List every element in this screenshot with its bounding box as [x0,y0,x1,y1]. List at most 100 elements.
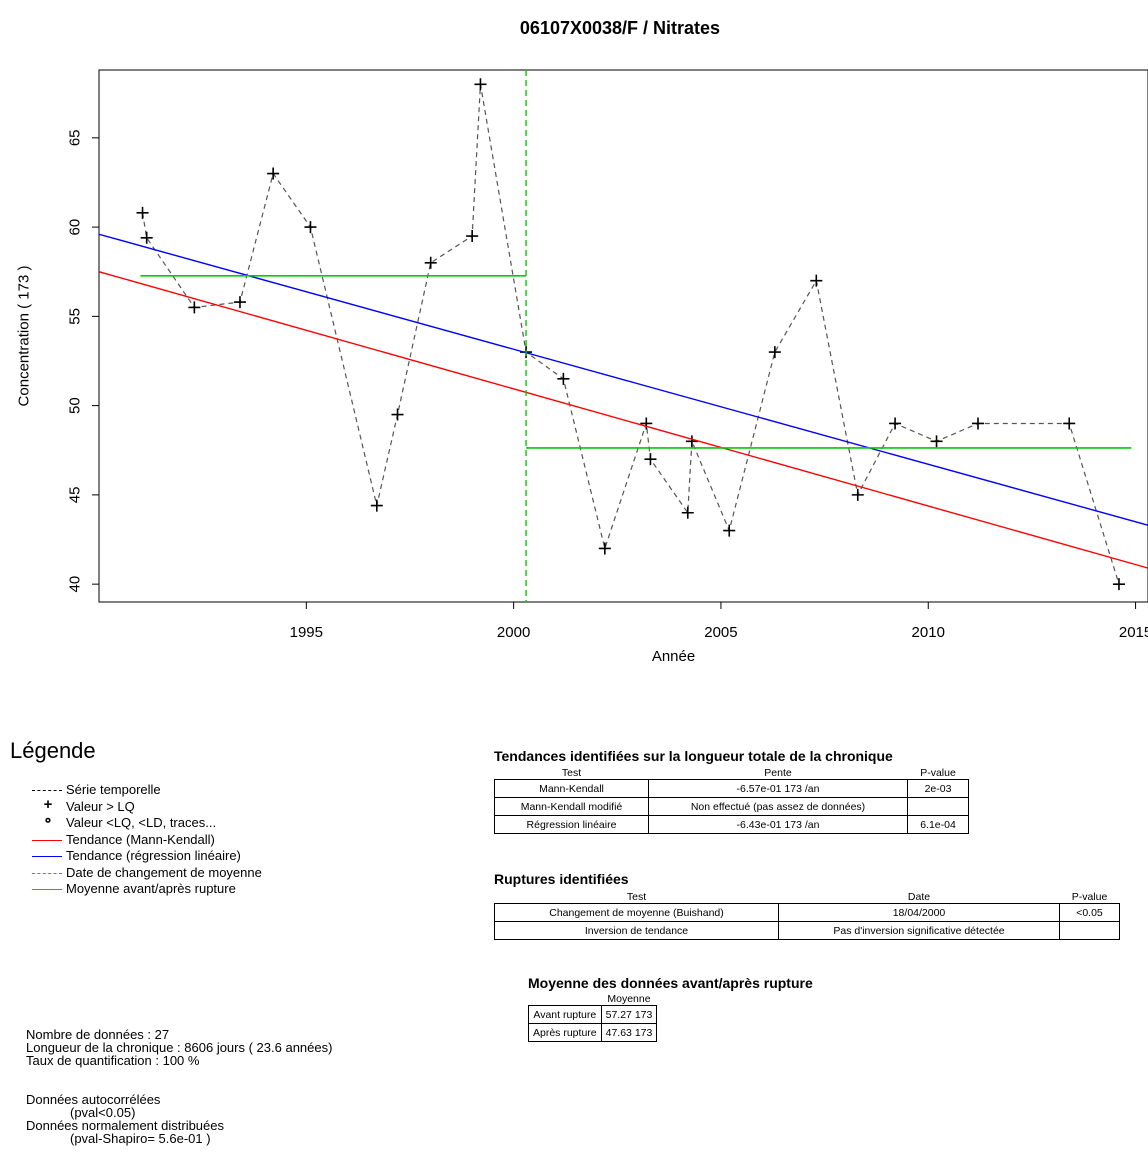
stat-autocorrelation-pval: (pval<0.05) [70,1105,136,1120]
data-point [810,274,823,287]
x-axis-label: Année [652,648,695,665]
data-point [391,408,404,421]
ruptures-header-pvalue: P-value [1071,890,1108,903]
legend-label: Moyenne avant/après rupture [66,881,236,896]
ruptures-cell: Inversion de tendance [494,921,779,940]
data-point [466,230,479,243]
data-point [267,167,280,180]
data-point [723,524,736,537]
legend-item: Tendance (régression linéaire) [30,848,262,865]
stat-autocorrelation: Données autocorrélées [26,1092,161,1107]
trends-cell: Mann-Kendall [494,779,649,798]
data-point [424,256,437,269]
legend-label: Tendance (régression linéaire) [66,848,241,863]
data-point [233,296,246,309]
means-title: Moyenne des données avant/après rupture [528,975,813,991]
data-point [304,221,317,234]
x-tick-label: 1995 [290,624,323,641]
chart-title: 06107X0038/F / Nitrates [519,18,721,38]
trends-header-pvalue: P-value [920,766,956,779]
legend-label: Série temporelle [66,782,161,797]
trends-header-test: Test [561,766,582,779]
data-point [889,417,902,430]
time-series-line [141,84,1120,585]
data-point [1063,417,1076,430]
y-tick-label: 40 [67,576,84,593]
legend-item: ∘ Valeur <LQ, <LD, traces... [30,813,262,832]
trends-cell: 2e-03 [907,779,969,798]
legend-label: Tendance (Mann-Kendall) [66,831,215,847]
data-point [685,435,698,448]
legend-label: Valeur > LQ [66,798,135,814]
data-point [768,346,781,359]
data-point [188,301,201,314]
mann-kendall-trend-line [99,271,1148,569]
x-tick-label: 2010 [912,624,945,641]
y-tick-label: 65 [67,129,84,146]
legend-item: Date de changement de moyenne [30,865,262,882]
legend-symbol [30,832,66,848]
legend-symbol [30,865,66,881]
y-axis-label: Concentration ( 173 ) [16,266,33,407]
means-header-mean: Moyenne [607,992,651,1005]
trends-cell [907,797,969,816]
data-point [474,78,487,91]
data-point [370,499,383,512]
ruptures-cell [1059,921,1120,940]
data-point [140,231,153,244]
trends-title: Tendances identifiées sur la longueur to… [494,748,893,764]
legend-title: Légende [10,738,96,763]
legend: Série temporelle + Valeur > LQ ∘ Valeur <LQ,… [30,782,262,898]
stat-quantification: Taux de quantification : 100 % [26,1053,200,1068]
ruptures-cell: Pas d'inversion significative détectée [778,921,1060,940]
means-cell: Après rupture [528,1023,602,1042]
data-point [930,435,943,448]
x-tick-label: 2000 [497,624,530,641]
ruptures-header-date: Date [907,890,931,903]
x-tick-label: 2015 [1119,624,1148,641]
x-tick-label: 2005 [704,624,737,641]
plot-frame [98,69,1148,603]
trends-cell: -6.43e-01 173 /an [648,815,908,834]
data-point [136,206,149,219]
legend-item: + Valeur > LQ [30,795,262,816]
data-point [598,542,611,555]
legend-label: Valeur <LQ, <LD, traces... [66,815,217,830]
stat-normality: Données normalement distribuées [26,1118,224,1133]
stat-normality-pval: (pval-Shapiro= 5.6e-01 ) [70,1131,211,1146]
y-tick-label: 55 [67,308,84,325]
means-cell: 57.27 173 [600,1005,658,1024]
data-point [1112,578,1125,591]
trends-cell: Mann-Kendall modifié [494,797,649,816]
legend-item: Tendance (Mann-Kendall) [30,832,262,849]
legend-item: Moyenne avant/après rupture [30,881,262,898]
legend-symbol: + [43,795,53,813]
stat-length: Longueur de la chronique : 8606 jours ( … [26,1040,333,1055]
ruptures-cell: Changement de moyenne (Buishand) [494,903,779,922]
means-cell: Avant rupture [528,1005,602,1024]
legend-symbol [30,881,66,897]
ruptures-header-test: Test [626,890,647,903]
trends-header-slope: Pente [764,766,792,779]
trends-table: Test Pente P-value Mann-Kendall -6.57e-0… [494,766,969,834]
linear-regression-trend-line [99,233,1148,526]
data-point [640,417,653,430]
data-point [681,506,694,519]
trends-cell: Non effectué (pas assez de données) [648,797,908,816]
stat-count: Nombre de données : 27 [26,1027,170,1042]
y-tick-label: 60 [67,219,84,236]
nitrate-time-series-chart: 1995 2000 2005 2010 2015 40 45 50 55 60 65 Année Con… [16,69,1148,665]
means-header-empty [529,992,602,1006]
y-tick-label: 50 [67,397,84,414]
ruptures-cell: 18/04/2000 [778,903,1060,922]
y-tick-label: 45 [67,487,84,504]
data-point [644,453,657,466]
data-point [972,417,985,430]
ruptures-cell: <0.05 [1059,903,1120,922]
data-point [851,488,864,501]
trends-cell: Régression linéaire [494,815,649,834]
legend-label: Date de changement de moyenne [66,864,262,880]
ruptures-title: Ruptures identifiées [494,871,629,887]
legend-symbol [30,782,66,798]
legend-item: Série temporelle [30,782,262,799]
